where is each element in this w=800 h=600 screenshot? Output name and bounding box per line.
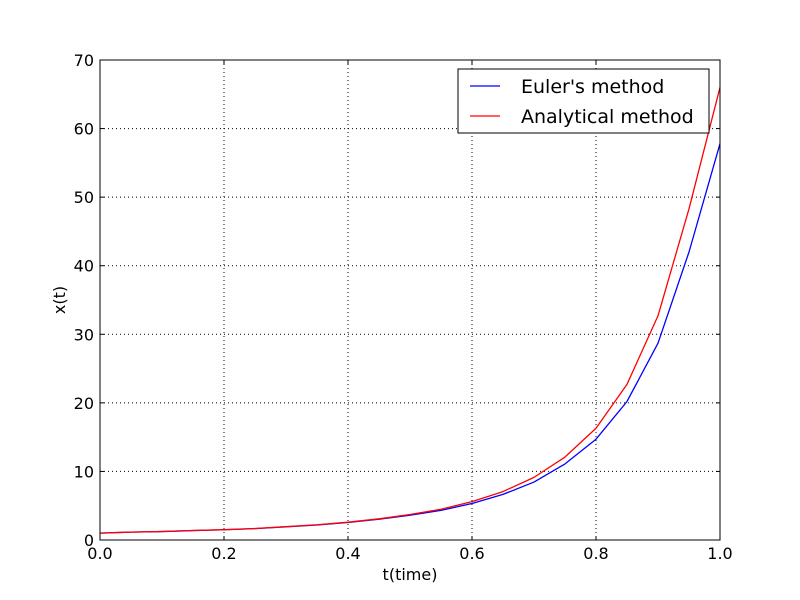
x-tick-label: 0.2: [211, 544, 236, 563]
x-tick-label: 0.8: [583, 544, 608, 563]
x-axis-label: t(time): [383, 565, 438, 584]
y-axis-label: x(t): [50, 286, 69, 314]
legend-label: Euler's method: [521, 76, 664, 98]
series-line-analytical: [99, 87, 721, 534]
y-tick-label: 10: [74, 462, 94, 481]
x-tick-label: 0.4: [335, 544, 360, 563]
series-layer: [99, 87, 721, 534]
legend-box: [457, 68, 710, 134]
y-tick-label: 40: [74, 257, 94, 276]
x-tick-label: 0.0: [87, 544, 112, 563]
ticks: 0.0 0.2 0.4 0.6 0.8 1.0 0 10 20 30 40 50 60 70: [74, 51, 733, 563]
legend-label: Analytical method: [521, 106, 694, 128]
y-tick-label: 30: [74, 325, 94, 344]
y-tick-label: 20: [74, 394, 94, 413]
y-tick-label: 0: [84, 531, 94, 550]
y-tick-label: 50: [74, 188, 94, 207]
legend: Euler's method Analytical method: [457, 68, 710, 134]
x-tick-label: 1.0: [707, 544, 732, 563]
plot-frame: [99, 59, 721, 541]
x-tick-label: 0.6: [459, 544, 484, 563]
y-tick-label: 70: [74, 51, 94, 70]
y-tick-label: 60: [74, 120, 94, 139]
